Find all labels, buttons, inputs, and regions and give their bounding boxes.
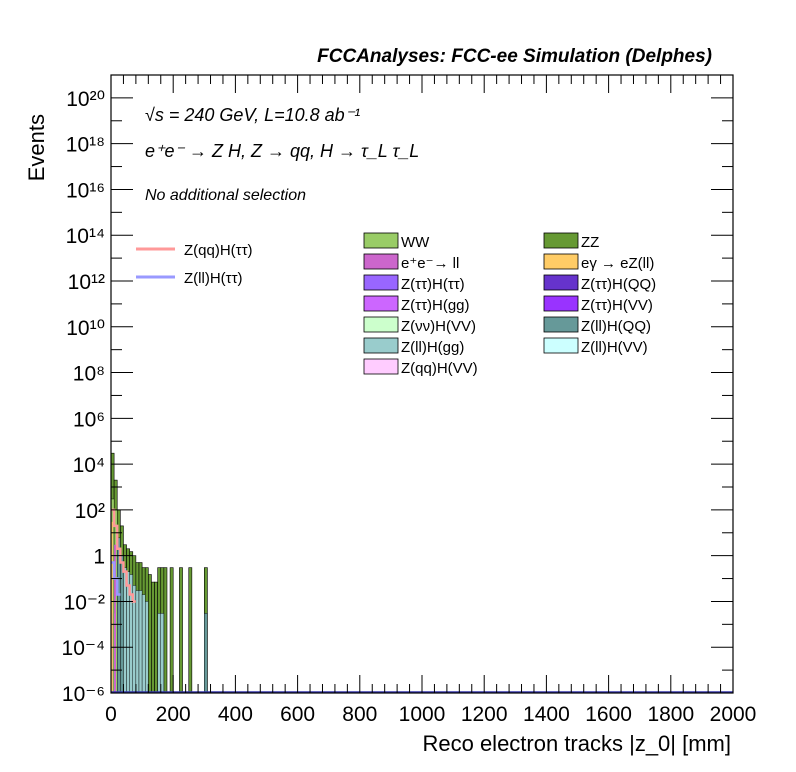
y-tick-label: 10⁴ [73, 454, 105, 477]
y-tick-label: 10² [75, 500, 105, 523]
histogram-bar [135, 590, 140, 694]
legend-fill-swatch [363, 316, 399, 333]
legend-fill-swatch [363, 295, 399, 312]
x-tick-label: 200 [156, 703, 191, 726]
legend-fill-swatch [363, 337, 399, 354]
legend-fill-swatch [363, 358, 399, 375]
histogram-bar [163, 567, 168, 694]
legend-entry-label: Z(ll)H(QQ) [581, 318, 651, 335]
legend-entry-label: eγ → eZ(ll) [581, 255, 654, 272]
chart-title: FCCAnalyses: FCC-ee Simulation (Delphes) [317, 46, 712, 67]
annotation-selection: No additional selection [145, 187, 306, 204]
y-tick-label: 10¹⁸ [66, 134, 105, 157]
legend-entry-label: Z(qq)H(VV) [401, 360, 478, 377]
histogram-bar [169, 567, 174, 694]
x-axis-label: Reco electron tracks |z_0| [mm] [422, 731, 731, 756]
histogram-bar [151, 581, 155, 694]
x-tick-label: 1800 [647, 703, 694, 726]
histogram-bar [204, 613, 208, 694]
legend-fill-swatch [543, 316, 579, 333]
annotation-energy-lumi: √s = 240 GeV, L=10.8 ab⁻¹ [145, 105, 360, 125]
legend-fill-swatch [363, 253, 399, 270]
legend-entry-label: e⁺e⁻→ ll [401, 255, 459, 272]
x-tick-label: 600 [280, 703, 315, 726]
histogram-bar [145, 601, 149, 694]
legend-entry-label: Z(ττ)H(QQ) [581, 276, 656, 293]
legend-entry-label: Z(ll)H(gg) [401, 339, 464, 356]
y-tick-label: 1 [93, 546, 105, 569]
legend-fill-swatch [543, 337, 579, 354]
y-tick-label: 10⁻⁴ [62, 637, 105, 660]
legend-entry-label: Z(ττ)H(gg) [401, 297, 470, 314]
y-tick-label: 10⁻² [64, 591, 105, 614]
histogram-bar [114, 544, 116, 693]
legend-entry-label: Z(νν)H(VV) [401, 318, 476, 335]
histogram-bar [179, 567, 183, 694]
histogram-bar [141, 594, 146, 694]
legend: Z(qq)H(ττ) Z(ll)H(ττ) WW ZZ e⁺e⁻→ ll eγ → eZ(… [136, 232, 656, 377]
series-line [111, 508, 136, 603]
legend-fill-swatch [543, 274, 579, 291]
legend-entry-label: Z(ττ)H(VV) [581, 297, 653, 314]
legend-fill-swatch [363, 232, 399, 249]
axis-ticks: 0 200 400 600 800 1000 1200 1400 1600 1800 2000 10⁻… [62, 74, 757, 726]
y-tick-label: 10¹⁶ [66, 179, 105, 202]
x-tick-label: 1400 [523, 703, 570, 726]
legend-entry-label: Z(qq)H(ττ) [184, 242, 253, 259]
histogram-bar [111, 521, 113, 693]
legend-fill-swatch [543, 232, 579, 249]
x-tick-label: 800 [342, 703, 377, 726]
y-tick-label: 10⁸ [73, 363, 105, 386]
legend-entry-label: Z(ll)H(VV) [581, 339, 648, 356]
y-axis-label: Events [24, 114, 49, 181]
histogram-bar [157, 613, 161, 694]
x-tick-label: 1000 [399, 703, 446, 726]
y-tick-label: 10⁻⁶ [62, 683, 105, 706]
histogram-bar [160, 613, 165, 694]
histogram-bar [138, 590, 143, 694]
legend-entry-label: WW [401, 234, 430, 251]
legend-entry-label: Z(ττ)H(ττ) [401, 276, 465, 293]
x-tick-label: 1600 [585, 703, 632, 726]
plot-area [110, 452, 733, 694]
x-tick-label: 1200 [461, 703, 508, 726]
y-tick-label: 10²⁰ [66, 88, 105, 111]
legend-fill-swatch [363, 274, 399, 291]
y-tick-label: 10¹⁴ [66, 225, 105, 248]
x-tick-label: 2000 [710, 703, 757, 726]
histogram-bar [188, 567, 193, 694]
legend-fill-swatch [543, 295, 579, 312]
legend-entry-label: ZZ [581, 234, 599, 251]
y-tick-label: 10⁶ [73, 408, 105, 431]
legend-fill-swatch [543, 253, 579, 270]
y-tick-label: 10¹⁰ [66, 317, 105, 340]
y-tick-label: 10¹² [68, 271, 105, 294]
x-tick-label: 0 [105, 703, 117, 726]
annotation-process: e⁺e⁻ → Z H, Z → qq, H → τ_L τ_L [145, 141, 419, 161]
legend-entry-label: Z(ll)H(ττ) [184, 270, 243, 287]
histogram-bar [148, 574, 152, 694]
x-tick-label: 400 [218, 703, 253, 726]
histogram-bar [154, 581, 158, 694]
